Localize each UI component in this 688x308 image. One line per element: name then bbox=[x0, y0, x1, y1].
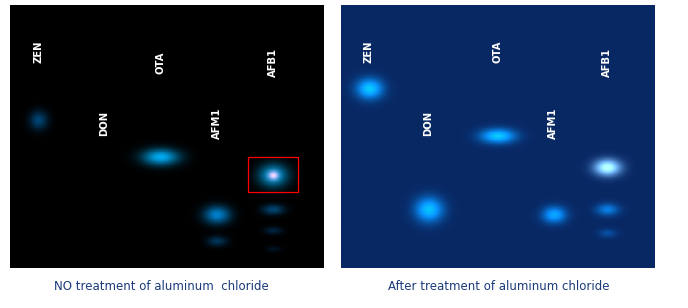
Text: After treatment of aluminum chloride: After treatment of aluminum chloride bbox=[388, 280, 610, 293]
Text: AFB1: AFB1 bbox=[601, 48, 612, 77]
Text: ZEN: ZEN bbox=[34, 41, 43, 63]
Text: NO treatment of aluminum  chloride: NO treatment of aluminum chloride bbox=[54, 280, 269, 293]
Text: DON: DON bbox=[99, 111, 109, 136]
Text: OTA: OTA bbox=[492, 41, 502, 63]
Bar bbox=[248, 157, 299, 192]
Text: ZEN: ZEN bbox=[364, 41, 374, 63]
Text: AFM1: AFM1 bbox=[212, 107, 222, 139]
Text: DON: DON bbox=[423, 111, 433, 136]
Text: AFB1: AFB1 bbox=[268, 48, 278, 77]
Text: AFM1: AFM1 bbox=[548, 107, 559, 139]
Text: OTA: OTA bbox=[155, 51, 166, 74]
